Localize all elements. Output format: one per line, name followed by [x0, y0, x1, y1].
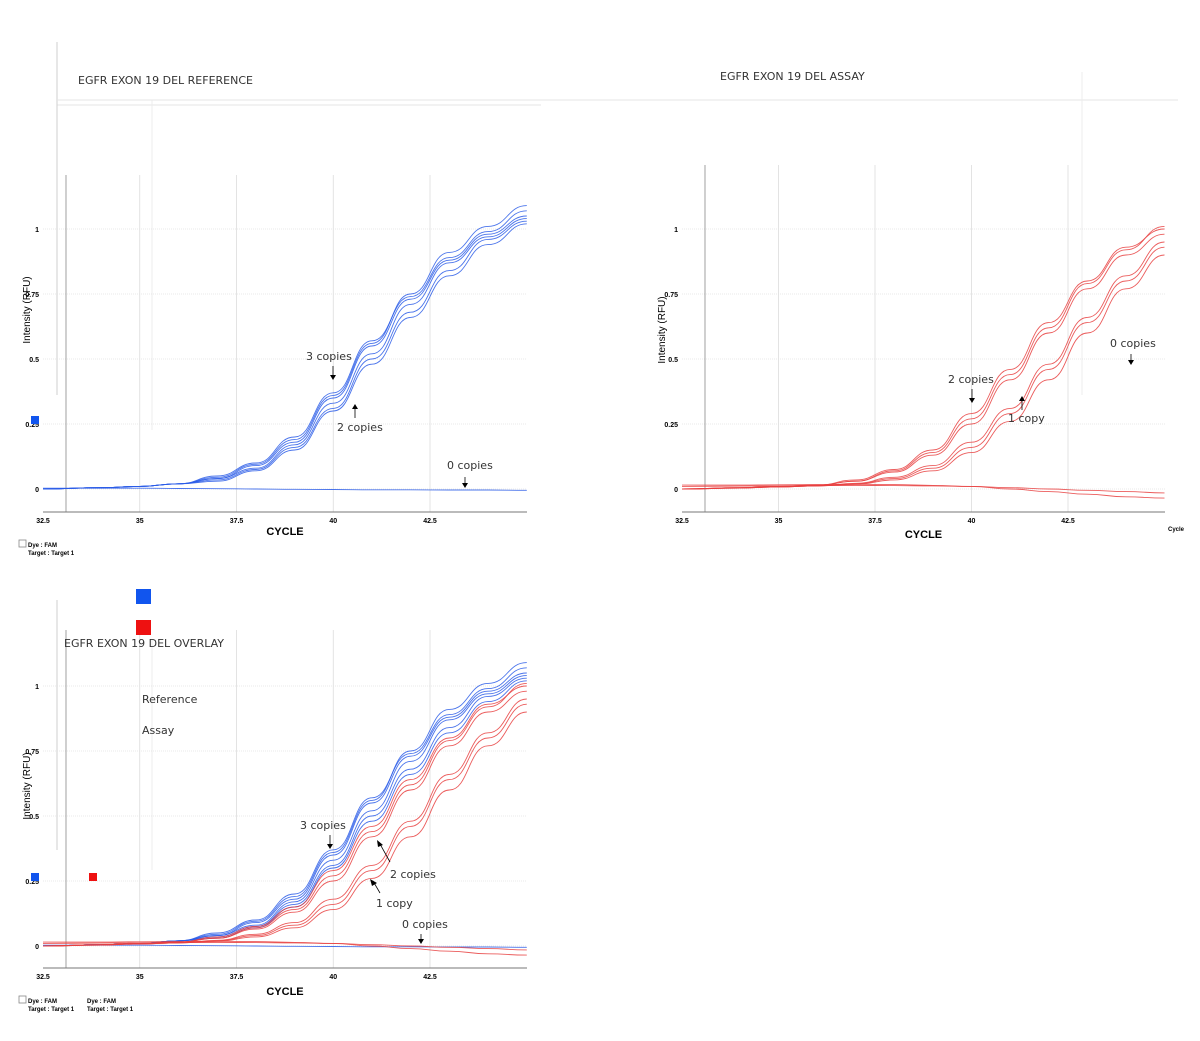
checkbox-icon [18, 539, 27, 548]
x-tick-label: 42.5 [423, 518, 437, 525]
annotation-label: 0 copies [402, 918, 448, 931]
y-tick-label: 1 [674, 227, 678, 234]
y-tick-label: 0.75 [25, 292, 39, 299]
x-axis-extra-label: Cycle [1168, 527, 1185, 533]
legend-label-assay: Assay [142, 724, 175, 737]
footer-dye: Dye : FAM [87, 999, 116, 1005]
footer-target: Target : Target 1 [87, 1007, 134, 1013]
y-tick-label: 0 [35, 487, 39, 494]
y-axis-label: Intensity (RFU) [657, 296, 668, 363]
footer-dye: Dye : FAM [28, 999, 57, 1005]
x-tick-label: 40 [329, 518, 337, 525]
annotation-label: 2 copies [337, 421, 383, 434]
series-marker-icon [89, 873, 97, 881]
x-tick-label: 32.5 [36, 518, 50, 525]
annotation-arrowhead [377, 840, 383, 847]
chart-title: EGFR EXON 19 DEL REFERENCE [78, 74, 253, 87]
x-tick-label: 35 [775, 518, 783, 525]
y-tick-label: 0.5 [29, 357, 39, 364]
y-tick-label: 1 [35, 227, 39, 234]
annotation-arrowhead [418, 939, 424, 944]
x-tick-label: 35 [136, 974, 144, 981]
y-tick-label: 0.75 [25, 749, 39, 756]
chart-title: EGFR EXON 19 DEL OVERLAY [64, 637, 224, 650]
series-line [43, 487, 527, 491]
series-line [42, 711, 527, 947]
annotation-arrowhead [1019, 396, 1025, 401]
annotation-arrow [379, 843, 391, 863]
annotation-arrowhead [462, 483, 468, 488]
panel-reference: 32.5 35 37.5 40 42.5 0 0.25 0.5 0.75 1 EGFR EXON 1… [18, 42, 541, 557]
series-line [42, 677, 527, 947]
x-tick-label: 35 [136, 518, 144, 525]
x-tick-label: 42.5 [1061, 518, 1075, 525]
legend-label-reference: Reference [142, 693, 198, 706]
series-line [681, 233, 1165, 490]
x-tick-label: 42.5 [423, 974, 437, 981]
annotation-label: 3 copies [300, 819, 346, 832]
series-line [681, 483, 1165, 499]
panel-overlay: 32.5 35 37.5 40 42.5 0 0.25 0.5 0.75 1 EGFR EXON 1… [18, 589, 527, 1013]
annotation-arrowhead [1128, 360, 1134, 365]
annotation-label: 1 copy [376, 897, 413, 910]
y-tick-label: 0.75 [664, 292, 678, 299]
y-tick-label: 0.25 [25, 879, 39, 886]
annotation-arrowhead [327, 844, 333, 849]
annotation-label: 0 copies [1110, 337, 1156, 350]
series-marker-icon [31, 416, 39, 424]
series-line [681, 254, 1165, 490]
y-tick-label: 0.25 [664, 422, 678, 429]
series-line [681, 246, 1165, 490]
y-axis-label: Intensity (RFU) [22, 752, 33, 819]
annotation-arrowhead [370, 879, 377, 886]
y-tick-label: 0 [35, 944, 39, 951]
annotation-label: 0 copies [447, 459, 493, 472]
y-tick-label: 0.25 [25, 422, 39, 429]
legend-swatch-assay [136, 620, 151, 635]
annotation-arrowhead [352, 404, 358, 409]
x-axis-label: CYCLE [266, 526, 303, 538]
x-tick-label: 32.5 [36, 974, 50, 981]
panel-assay: 32.5 35 37.5 40 42.5 0 0.25 0.5 0.75 1 EGFR EXON 1… [57, 70, 1185, 541]
x-tick-label: 37.5 [230, 974, 244, 981]
x-axis-label: CYCLE [905, 529, 942, 541]
y-axis-label: Intensity (RFU) [22, 276, 33, 343]
annotation-label: 2 copies [948, 373, 994, 386]
footer-dye: Dye : FAM [28, 543, 57, 549]
checkbox-icon [18, 995, 27, 1004]
series-line [681, 484, 1165, 494]
series-marker-icon [31, 873, 39, 881]
x-tick-label: 37.5 [230, 518, 244, 525]
annotation-arrowhead [330, 375, 336, 380]
annotation-label: 3 copies [306, 350, 352, 363]
y-tick-label: 0 [674, 487, 678, 494]
y-tick-label: 1 [35, 684, 39, 691]
annotation-arrowhead [969, 398, 975, 403]
footer-target: Target : Target 1 [28, 551, 75, 557]
y-tick-label: 0.5 [668, 357, 678, 364]
series-line [42, 205, 527, 490]
series-line [42, 703, 527, 947]
legend-swatch-reference [136, 589, 151, 604]
series-line [42, 220, 527, 490]
x-tick-label: 32.5 [675, 518, 689, 525]
series-line [42, 941, 527, 951]
y-tick-label: 0.5 [29, 814, 39, 821]
series-line [42, 662, 527, 947]
series-line [42, 223, 527, 490]
x-tick-label: 37.5 [868, 518, 882, 525]
series-line [42, 680, 527, 947]
annotation-label: 1 copy [1008, 412, 1045, 425]
x-tick-label: 40 [968, 518, 976, 525]
x-tick-label: 40 [329, 974, 337, 981]
series-line [681, 225, 1165, 490]
chart-title: EGFR EXON 19 DEL ASSAY [720, 70, 865, 83]
series-line [43, 940, 527, 956]
footer-target: Target : Target 1 [28, 1007, 75, 1013]
x-axis-label: CYCLE [266, 986, 303, 998]
annotation-label: 2 copies [390, 868, 436, 881]
series-line [42, 690, 527, 947]
